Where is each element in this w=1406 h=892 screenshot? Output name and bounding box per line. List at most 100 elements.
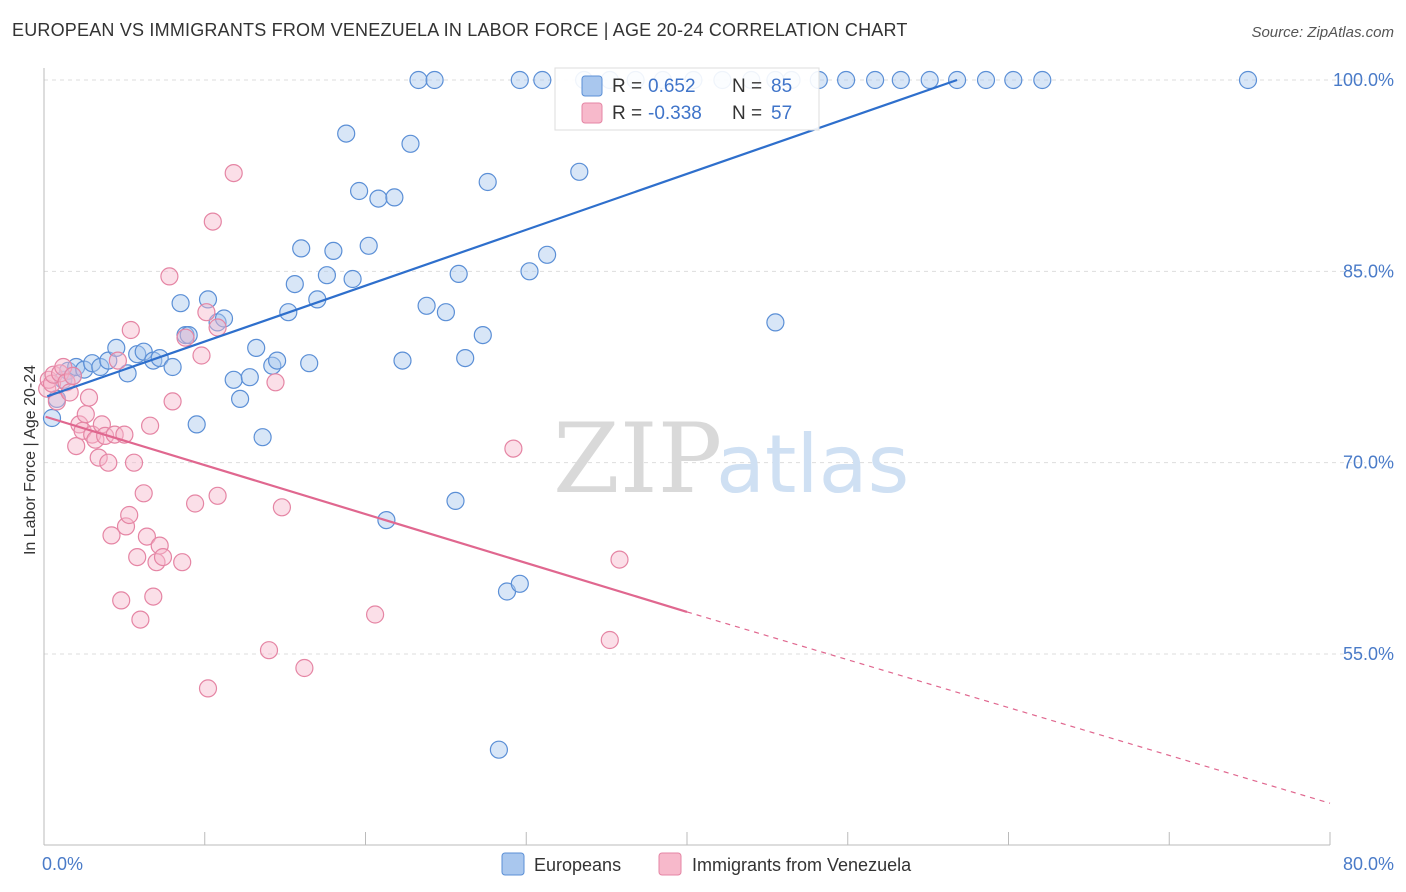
point-venezuela-30 xyxy=(128,547,147,567)
legend-n-europeans: 85 xyxy=(771,76,792,97)
point-europeans-52 xyxy=(449,264,468,283)
legend-n-label-europeans: N = xyxy=(732,76,762,97)
watermark: ZIP atlas xyxy=(553,403,909,515)
point-europeans-76 xyxy=(865,70,885,90)
point-europeans-27 xyxy=(247,338,266,357)
point-europeans-45 xyxy=(393,351,412,370)
point-europeans-38 xyxy=(337,124,356,143)
point-europeans-78 xyxy=(920,70,939,90)
point-venezuela-43 xyxy=(186,494,205,513)
point-europeans-34 xyxy=(300,354,319,373)
y-axis-label: In Labor Force | Age 20-24 xyxy=(22,365,39,555)
point-europeans-28 xyxy=(253,428,272,447)
point-venezuela-49 xyxy=(208,486,227,505)
source-label: Source: ZipAtlas.com xyxy=(1251,24,1394,41)
point-europeans-82 xyxy=(1033,70,1052,90)
point-europeans-62 xyxy=(537,245,557,264)
point-venezuela-45 xyxy=(197,303,216,322)
legend-n-venezuela: 57 xyxy=(771,103,792,124)
watermark-atlas: atlas xyxy=(716,418,909,511)
point-europeans-54 xyxy=(473,326,492,345)
point-europeans-58 xyxy=(510,70,529,90)
point-venezuela-55 xyxy=(366,605,385,624)
point-venezuela-14 xyxy=(79,388,99,407)
point-venezuela-10 xyxy=(67,437,86,456)
y-tick-label-85: 85.0% xyxy=(1343,261,1394,281)
y-tick-labels: 55.0% 70.0% 85.0% 100.0% xyxy=(1333,70,1394,664)
point-europeans-48 xyxy=(417,296,436,315)
point-europeans-59 xyxy=(510,574,529,593)
legend-r-label-europeans: R = xyxy=(612,76,642,97)
point-europeans-56 xyxy=(489,740,508,759)
x-tick-label-end: 80.0% xyxy=(1343,854,1394,874)
point-venezuela-48 xyxy=(208,318,227,337)
point-europeans-19 xyxy=(179,326,198,345)
chart-title: EUROPEAN VS IMMIGRANTS FROM VENEZUELA IN… xyxy=(12,20,908,40)
point-europeans-30 xyxy=(268,351,287,370)
point-venezuela-54 xyxy=(295,658,314,678)
point-europeans-39 xyxy=(343,269,362,289)
point-europeans-23 xyxy=(214,309,234,328)
bottom-legend-swatch-venezuela xyxy=(658,852,682,876)
y-tick-label-55: 55.0% xyxy=(1343,644,1394,664)
point-venezuela-34 xyxy=(141,416,160,435)
point-europeans-81 xyxy=(1004,70,1023,90)
series-venezuela xyxy=(38,164,629,698)
point-venezuela-40 xyxy=(163,392,182,411)
point-europeans-60 xyxy=(520,262,539,281)
watermark-zip: ZIP xyxy=(553,403,722,515)
series-points xyxy=(38,70,1258,759)
point-venezuela-27 xyxy=(120,505,139,525)
grid-lines xyxy=(44,79,1365,655)
point-venezuela-51 xyxy=(259,641,279,660)
trend-line-venezuela-extension xyxy=(686,611,1331,804)
legend-r-europeans: 0.652 xyxy=(648,76,696,97)
legend-swatch-venezuela xyxy=(581,102,603,124)
point-venezuela-56 xyxy=(504,439,523,458)
point-europeans-61 xyxy=(533,70,552,90)
point-venezuela-41 xyxy=(173,553,192,572)
point-venezuela-50 xyxy=(224,164,243,183)
point-europeans-51 xyxy=(446,491,465,510)
legend-r-label-venezuela: R = xyxy=(612,103,642,124)
point-europeans-80 xyxy=(976,70,996,90)
point-europeans-55 xyxy=(478,172,497,192)
point-venezuela-13 xyxy=(76,405,95,424)
legend-swatch-europeans xyxy=(581,75,603,97)
y-tick-label-70: 70.0% xyxy=(1343,453,1394,473)
point-venezuela-20 xyxy=(99,453,118,472)
point-venezuela-31 xyxy=(131,610,150,629)
point-europeans-24 xyxy=(224,370,243,389)
point-venezuela-46 xyxy=(198,679,218,698)
point-venezuela-24 xyxy=(112,591,131,610)
point-europeans-77 xyxy=(891,70,910,90)
point-europeans-50 xyxy=(436,303,455,322)
point-venezuela-42 xyxy=(176,328,195,347)
point-europeans-79 xyxy=(947,70,967,90)
point-venezuela-38 xyxy=(153,547,173,567)
point-venezuela-52 xyxy=(266,373,285,392)
point-venezuela-37 xyxy=(150,536,169,555)
point-europeans-47 xyxy=(409,70,428,90)
point-venezuela-58 xyxy=(610,550,629,569)
point-europeans-33 xyxy=(292,239,311,258)
point-europeans-41 xyxy=(359,236,378,255)
point-europeans-40 xyxy=(350,181,369,201)
point-venezuela-39 xyxy=(160,267,179,286)
point-europeans-75 xyxy=(836,70,856,90)
point-venezuela-33 xyxy=(137,527,156,546)
point-venezuela-35 xyxy=(144,587,163,606)
point-europeans-26 xyxy=(240,368,259,387)
point-europeans-63 xyxy=(570,162,589,181)
point-venezuela-26 xyxy=(116,517,136,536)
point-venezuela-44 xyxy=(192,346,211,365)
bottom-legend-swatch-europeans xyxy=(501,852,525,876)
point-venezuela-29 xyxy=(124,453,144,472)
point-venezuela-57 xyxy=(600,630,619,650)
point-europeans-36 xyxy=(317,266,336,285)
point-europeans-17 xyxy=(171,294,190,313)
trend-line-europeans xyxy=(46,78,958,398)
point-venezuela-47 xyxy=(203,212,222,231)
legend-n-label-venezuela: N = xyxy=(732,103,762,124)
